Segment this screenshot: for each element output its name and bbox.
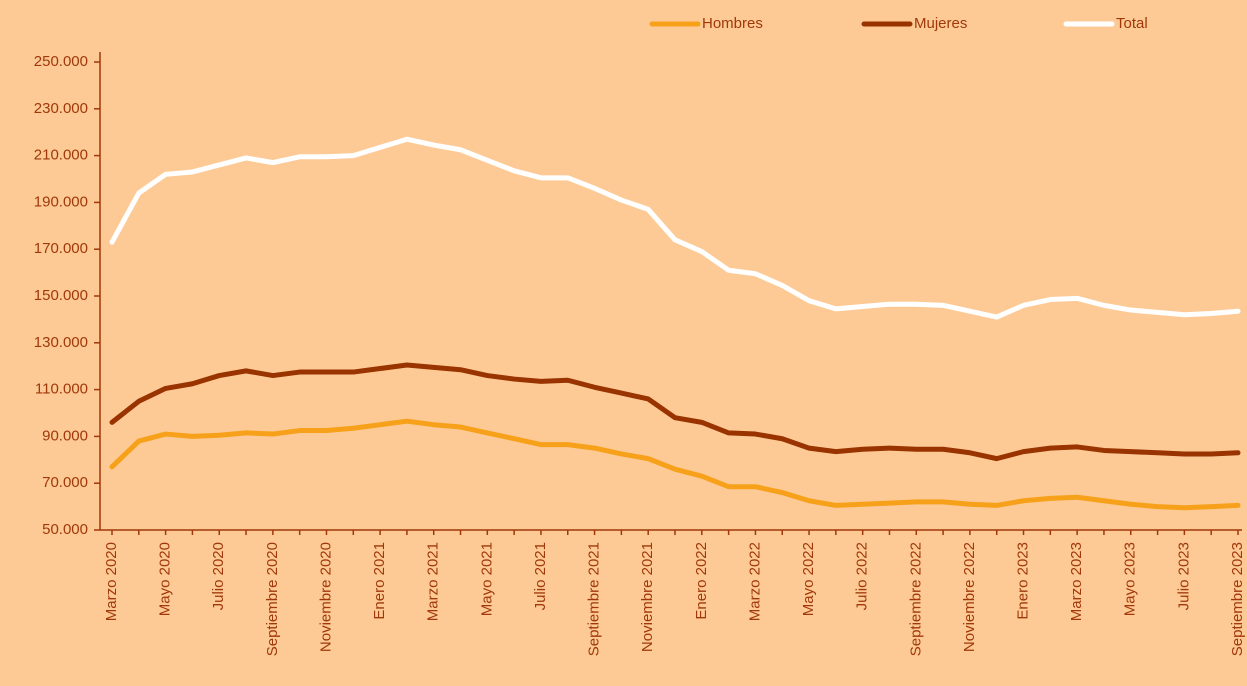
x-tick-label: Julio 2022 — [854, 542, 871, 610]
y-tick-label: 90.000 — [42, 427, 88, 444]
x-tick-label: Marzo 2020 — [103, 542, 120, 621]
x-tick-label: Enero 2022 — [693, 542, 710, 620]
x-tick-label: Noviembre 2021 — [639, 542, 656, 652]
x-tick-label: Julio 2021 — [532, 542, 549, 610]
legend-label: Hombres — [702, 15, 763, 32]
x-tick-label: Mayo 2021 — [478, 542, 495, 616]
x-tick-label: Julio 2020 — [210, 542, 227, 610]
x-tick-label: Noviembre 2022 — [961, 542, 978, 652]
y-tick-label: 70.000 — [42, 474, 88, 491]
x-tick-label: Marzo 2022 — [746, 542, 763, 621]
x-tick-label: Noviembre 2020 — [317, 542, 334, 652]
series-line — [109, 418, 1241, 511]
x-tick-label: Julio 2023 — [1175, 542, 1192, 610]
y-tick-label: 230.000 — [34, 100, 88, 117]
y-tick-label: 250.000 — [34, 53, 88, 70]
y-tick-label: 150.000 — [34, 287, 88, 304]
x-tick-label: Mayo 2023 — [1122, 542, 1139, 616]
legend-label: Mujeres — [914, 15, 967, 32]
y-tick-label: 170.000 — [34, 240, 88, 257]
y-tick-label: 110.000 — [35, 381, 88, 398]
x-tick-label: Mayo 2020 — [157, 542, 174, 616]
y-tick-label: 130.000 — [34, 334, 88, 351]
y-tick-label: 210.000 — [34, 147, 88, 164]
x-tick-label: Septiembre 2022 — [907, 542, 924, 656]
y-tick-label: 50.000 — [42, 521, 88, 538]
x-tick-label: Septiembre 2023 — [1229, 542, 1246, 656]
x-tick-label: Mayo 2022 — [800, 542, 817, 616]
x-tick-label: Marzo 2021 — [425, 542, 442, 621]
x-tick-label: Septiembre 2020 — [264, 542, 281, 656]
series-line — [109, 362, 1241, 462]
x-tick-label: Enero 2023 — [1014, 542, 1031, 620]
x-tick-label: Septiembre 2021 — [586, 542, 603, 656]
legend-label: Total — [1116, 15, 1148, 32]
x-tick-label: Marzo 2023 — [1068, 542, 1085, 621]
x-tick-label: Enero 2021 — [371, 542, 388, 620]
series-line — [109, 136, 1241, 320]
y-tick-label: 190.000 — [34, 193, 88, 210]
